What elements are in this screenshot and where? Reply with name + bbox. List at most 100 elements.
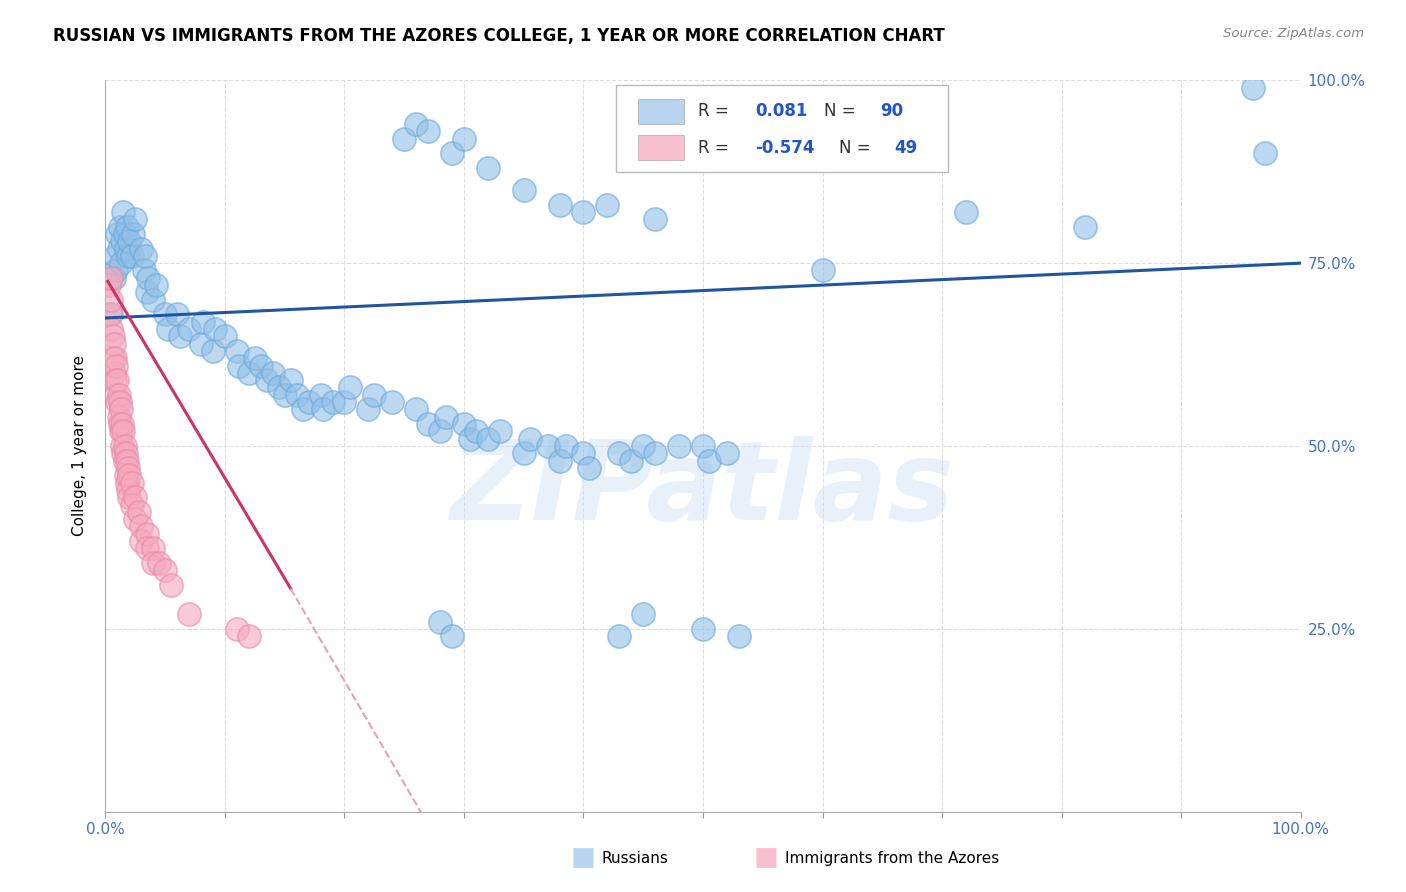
- Point: [112, 446, 135, 460]
- Point: [136, 285, 159, 300]
- Point: [103, 270, 125, 285]
- Point: [101, 329, 124, 343]
- Point: [321, 395, 344, 409]
- Point: [105, 263, 128, 277]
- Point: [392, 132, 416, 146]
- Point: [644, 212, 666, 227]
- Point: [273, 388, 295, 402]
- Point: [333, 395, 356, 409]
- Point: [114, 242, 136, 256]
- Point: [554, 439, 576, 453]
- Text: 49: 49: [894, 138, 918, 156]
- Text: 90: 90: [880, 103, 903, 120]
- Point: [129, 242, 153, 256]
- Point: [111, 417, 134, 431]
- Point: [405, 117, 427, 131]
- Point: [118, 468, 141, 483]
- Point: [107, 409, 129, 424]
- Text: Russians: Russians: [602, 851, 669, 865]
- Text: N =: N =: [839, 138, 876, 156]
- Point: [429, 425, 451, 439]
- Point: [107, 395, 129, 409]
- Point: [107, 227, 129, 241]
- Point: [108, 417, 131, 431]
- Point: [112, 425, 135, 439]
- Point: [103, 366, 125, 380]
- Point: [117, 249, 139, 263]
- Point: [107, 388, 129, 402]
- Point: [121, 249, 143, 263]
- Text: R =: R =: [699, 138, 734, 156]
- Point: [124, 490, 146, 504]
- Point: [100, 307, 122, 321]
- Point: [256, 373, 278, 387]
- Point: [103, 336, 125, 351]
- Point: [285, 388, 308, 402]
- Text: 0.081: 0.081: [755, 103, 808, 120]
- Point: [363, 388, 385, 402]
- Point: [548, 453, 571, 467]
- Point: [519, 432, 541, 446]
- Point: [238, 366, 260, 380]
- Point: [1254, 146, 1277, 161]
- Point: [458, 432, 481, 446]
- Point: [138, 270, 160, 285]
- Bar: [638, 98, 683, 124]
- Point: [513, 183, 536, 197]
- Point: [228, 359, 250, 373]
- Point: [214, 329, 236, 343]
- Point: [128, 505, 150, 519]
- Point: [193, 315, 215, 329]
- Point: [357, 402, 380, 417]
- Point: [405, 402, 427, 417]
- Point: [1241, 80, 1264, 95]
- Point: [572, 205, 595, 219]
- Point: [100, 270, 122, 285]
- Point: [955, 205, 977, 219]
- Point: [607, 446, 630, 460]
- Point: [153, 563, 177, 577]
- Text: -0.574: -0.574: [755, 138, 815, 156]
- Point: [148, 556, 170, 570]
- Point: [166, 307, 188, 321]
- Point: [489, 425, 512, 439]
- Point: [298, 395, 321, 409]
- FancyBboxPatch shape: [616, 86, 948, 171]
- Point: [142, 556, 165, 570]
- Point: [1074, 219, 1097, 234]
- Point: [238, 629, 260, 643]
- Point: [100, 293, 122, 307]
- Point: [153, 307, 177, 321]
- Point: [668, 439, 690, 453]
- Point: [225, 343, 249, 358]
- Point: [124, 212, 146, 227]
- Point: [115, 475, 138, 490]
- Text: ZIPatlas: ZIPatlas: [451, 436, 955, 543]
- Point: [434, 409, 457, 424]
- Point: [107, 242, 129, 256]
- Point: [309, 388, 332, 402]
- Point: [572, 446, 595, 460]
- Point: [112, 205, 135, 219]
- Point: [117, 461, 139, 475]
- Point: [202, 343, 225, 358]
- Point: [114, 439, 136, 453]
- Point: [440, 146, 463, 161]
- Point: [453, 417, 475, 431]
- Point: [291, 402, 314, 417]
- Text: ■: ■: [754, 845, 779, 871]
- Point: [644, 446, 666, 460]
- Text: Immigrants from the Azores: Immigrants from the Azores: [785, 851, 998, 865]
- Point: [111, 439, 134, 453]
- Point: [110, 425, 132, 439]
- Point: [312, 402, 335, 417]
- Text: N =: N =: [824, 103, 860, 120]
- Point: [160, 578, 183, 592]
- Point: [243, 351, 266, 366]
- Point: [114, 446, 136, 460]
- Point: [262, 366, 284, 380]
- Point: [728, 629, 751, 643]
- Point: [169, 329, 191, 343]
- Point: [142, 541, 165, 556]
- Point: [121, 498, 143, 512]
